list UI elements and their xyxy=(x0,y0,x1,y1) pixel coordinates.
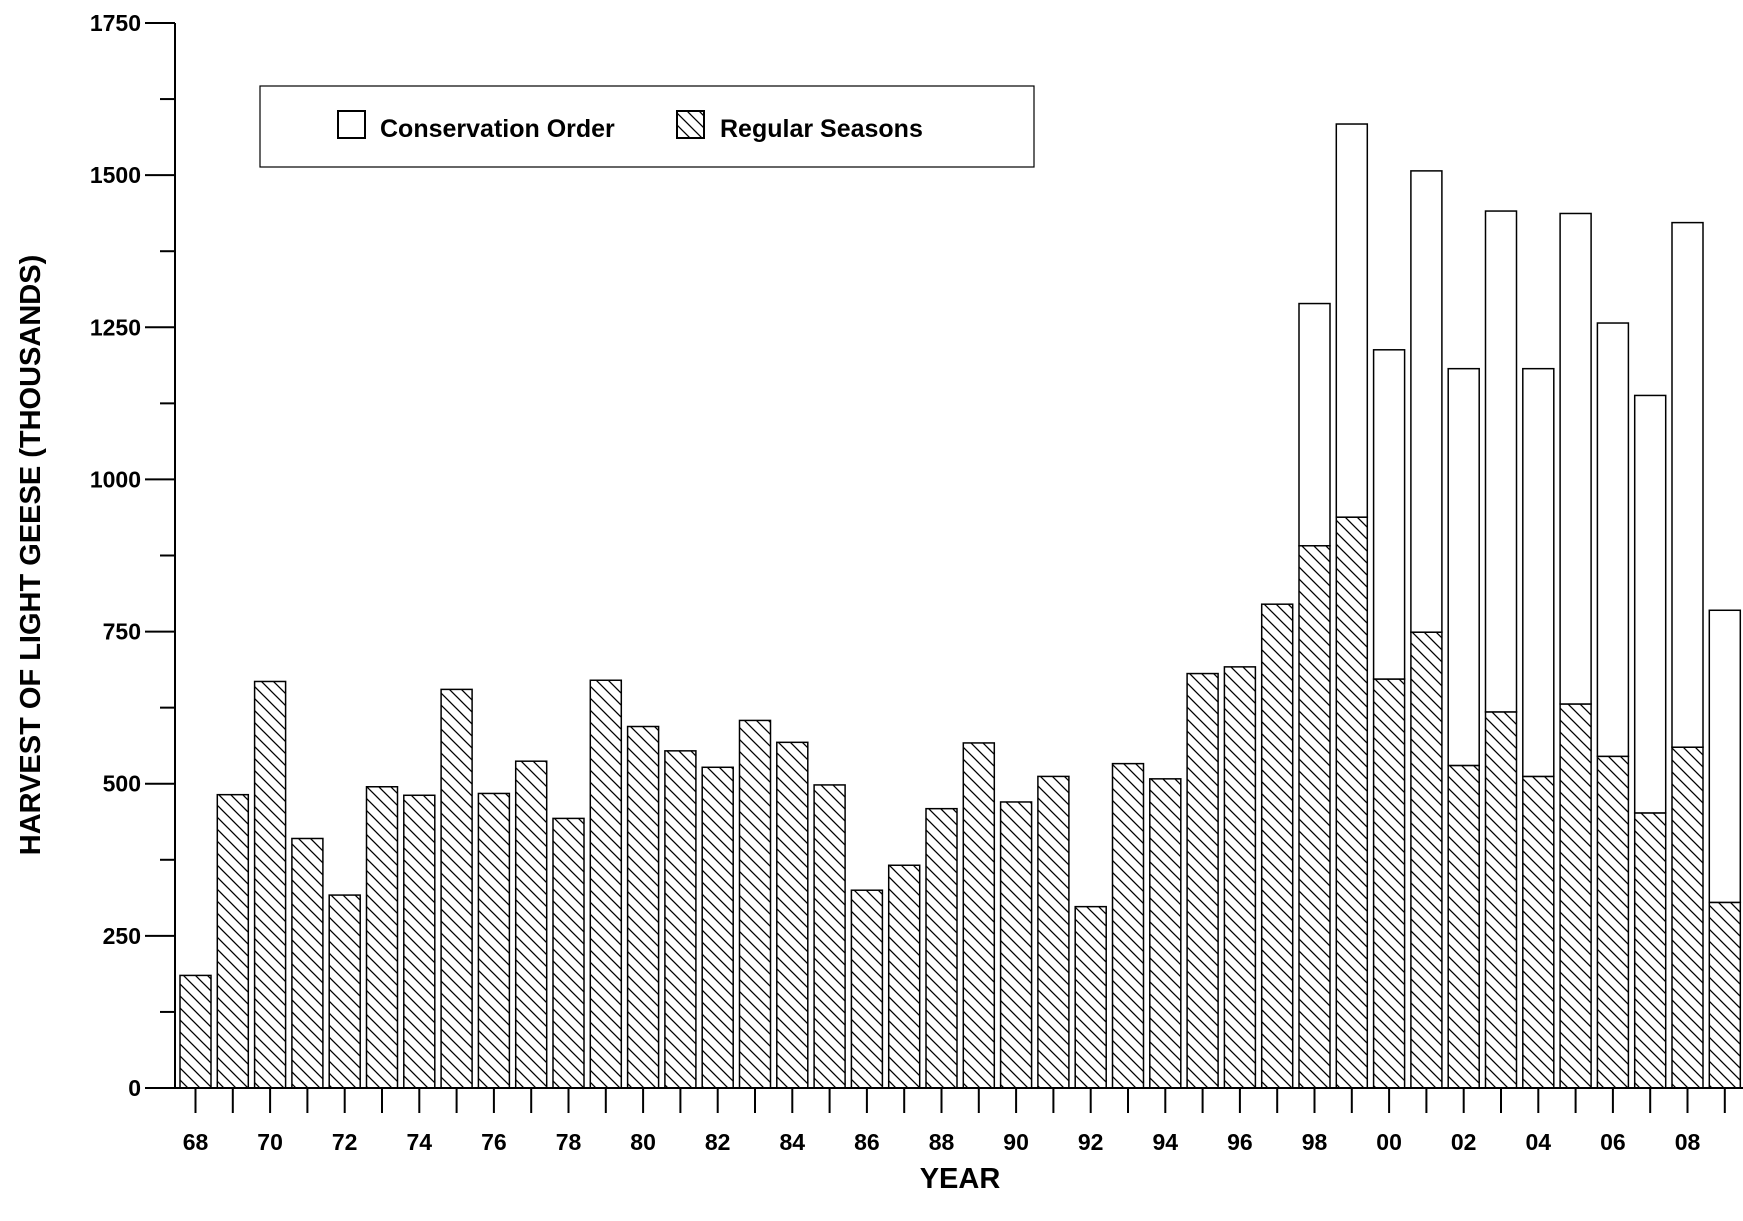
x-tick-label: 80 xyxy=(630,1129,656,1155)
bar-conservation-order-04 xyxy=(1522,367,1555,778)
bar-regular-seasons-90 xyxy=(999,801,1033,1089)
legend-swatch-conservation-order xyxy=(337,110,366,139)
bar-regular-seasons-92 xyxy=(1074,905,1107,1089)
bar-regular-seasons-95 xyxy=(1186,672,1219,1089)
bar-regular-seasons-85 xyxy=(813,784,846,1089)
bar-regular-seasons-07 xyxy=(1633,812,1667,1089)
bar-conservation-order-05 xyxy=(1559,212,1592,705)
bar-regular-seasons-05 xyxy=(1559,703,1592,1089)
x-tick-label: 88 xyxy=(929,1129,955,1155)
bar-regular-seasons-96 xyxy=(1223,666,1257,1089)
axes-layer: 0 250 500 750 1000 1250 1500 1750 68 70 72 74 76 78 80… xyxy=(90,10,1743,1155)
bar-regular-seasons-87 xyxy=(887,864,921,1089)
bar-regular-seasons-00 xyxy=(1372,678,1406,1089)
bars-layer xyxy=(179,123,1742,1089)
bar-regular-seasons-74 xyxy=(403,794,436,1089)
bar-regular-seasons-71 xyxy=(291,837,324,1089)
legend-box xyxy=(259,85,1035,168)
x-axis-title: YEAR xyxy=(920,1163,1001,1195)
bar-regular-seasons-06 xyxy=(1596,755,1630,1089)
bar-conservation-order-06 xyxy=(1596,322,1630,758)
bar-regular-seasons-73 xyxy=(365,786,399,1089)
bar-regular-seasons-75 xyxy=(440,688,473,1089)
y-tick-label: 1250 xyxy=(90,314,141,340)
y-tick-label: 1500 xyxy=(90,162,141,188)
bar-conservation-order-98 xyxy=(1298,302,1331,547)
bar-regular-seasons-09 xyxy=(1708,901,1742,1089)
x-tick-label: 96 xyxy=(1227,1129,1253,1155)
x-tick-label: 04 xyxy=(1526,1129,1552,1155)
bar-regular-seasons-02 xyxy=(1447,764,1480,1089)
x-tick-label: 70 xyxy=(257,1129,283,1155)
bar-regular-seasons-77 xyxy=(514,760,548,1089)
bar-conservation-order-99 xyxy=(1335,123,1369,518)
bar-regular-seasons-84 xyxy=(776,741,809,1089)
bar-conservation-order-07 xyxy=(1633,394,1667,814)
y-tick-label: 250 xyxy=(103,923,141,949)
y-tick-label: 0 xyxy=(128,1075,141,1101)
bar-regular-seasons-98 xyxy=(1298,545,1331,1089)
bar-regular-seasons-78 xyxy=(552,817,585,1089)
y-tick-label: 1000 xyxy=(90,466,141,492)
x-tick-label: 72 xyxy=(332,1129,358,1155)
bar-conservation-order-00 xyxy=(1372,349,1406,680)
bar-regular-seasons-80 xyxy=(626,725,660,1089)
bar-regular-seasons-76 xyxy=(477,792,511,1089)
bar-regular-seasons-99 xyxy=(1335,516,1369,1089)
x-tick-label: 08 xyxy=(1675,1129,1701,1155)
bar-regular-seasons-69 xyxy=(216,793,250,1089)
bar-regular-seasons-83 xyxy=(738,719,772,1089)
x-tick-label: 00 xyxy=(1376,1129,1402,1155)
bar-conservation-order-02 xyxy=(1447,367,1480,767)
x-tick-label: 90 xyxy=(1003,1129,1029,1155)
bar-regular-seasons-86 xyxy=(850,889,884,1089)
bar-conservation-order-09 xyxy=(1708,609,1742,904)
y-tick-label: 500 xyxy=(103,771,141,797)
x-tick-label: 98 xyxy=(1302,1129,1328,1155)
x-tick-label: 84 xyxy=(780,1129,806,1155)
bar-conservation-order-01 xyxy=(1410,170,1443,633)
x-tick-label: 92 xyxy=(1078,1129,1104,1155)
bar-regular-seasons-94 xyxy=(1149,778,1182,1089)
bar-regular-seasons-08 xyxy=(1671,746,1704,1089)
bar-conservation-order-08 xyxy=(1671,221,1704,748)
bar-regular-seasons-04 xyxy=(1522,775,1555,1089)
bar-regular-seasons-88 xyxy=(925,807,958,1089)
x-tick-label: 78 xyxy=(556,1129,582,1155)
x-tick-label: 68 xyxy=(183,1129,209,1155)
legend: Conservation Order Regular Seasons xyxy=(259,85,1035,168)
x-tick-label: 86 xyxy=(854,1129,880,1155)
legend-swatch-regular-seasons xyxy=(676,110,705,139)
x-tick-label: 74 xyxy=(407,1129,433,1155)
bar-regular-seasons-93 xyxy=(1111,762,1145,1089)
bar-regular-seasons-01 xyxy=(1410,631,1443,1089)
bar-regular-seasons-79 xyxy=(589,679,623,1089)
x-tick-label: 82 xyxy=(705,1129,731,1155)
bar-regular-seasons-72 xyxy=(328,894,361,1089)
y-tick-label: 750 xyxy=(103,619,141,645)
x-tick-label: 94 xyxy=(1153,1129,1179,1155)
bar-regular-seasons-70 xyxy=(253,680,287,1089)
x-tick-label: 76 xyxy=(481,1129,507,1155)
bar-conservation-order-03 xyxy=(1484,210,1518,713)
y-axis-title: HARVEST OF LIGHT GEESE (THOUSANDS) xyxy=(15,255,47,855)
bar-regular-seasons-82 xyxy=(701,766,734,1089)
y-tick-label: 1750 xyxy=(90,10,141,36)
bar-regular-seasons-89 xyxy=(962,742,996,1089)
legend-label-regular-seasons: Regular Seasons xyxy=(720,115,923,143)
bar-regular-seasons-91 xyxy=(1037,775,1070,1089)
bar-regular-seasons-81 xyxy=(664,750,697,1089)
bar-regular-seasons-68 xyxy=(179,974,212,1089)
legend-label-conservation-order: Conservation Order xyxy=(380,115,615,143)
bar-regular-seasons-03 xyxy=(1484,711,1518,1089)
x-tick-label: 06 xyxy=(1600,1129,1626,1155)
bar-regular-seasons-97 xyxy=(1260,603,1294,1089)
x-tick-label: 02 xyxy=(1451,1129,1477,1155)
